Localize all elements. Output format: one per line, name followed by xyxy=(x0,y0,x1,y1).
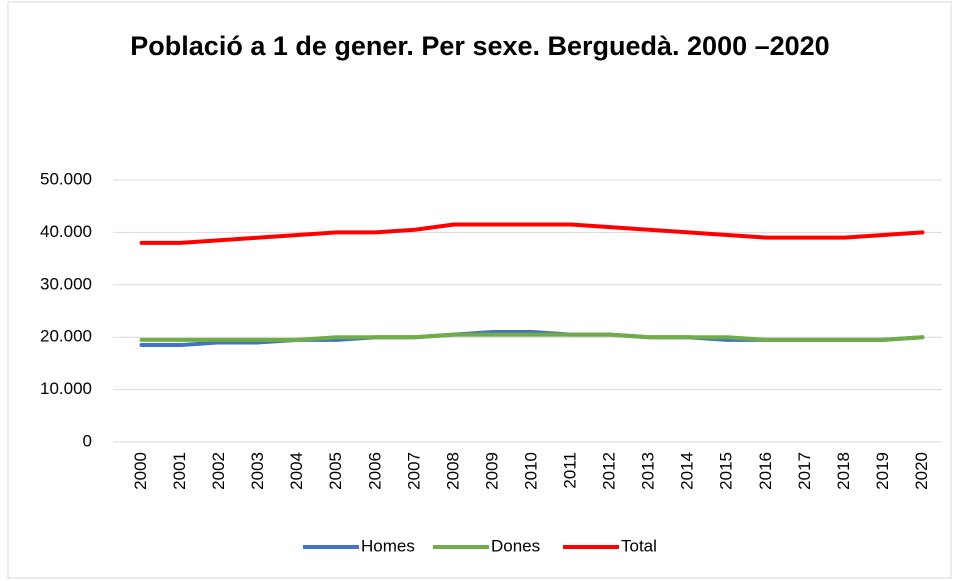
x-tick-label: 2016 xyxy=(756,452,775,490)
x-tick-label: 2000 xyxy=(131,452,150,490)
y-tick-label: 40.000 xyxy=(40,222,92,241)
x-tick-label: 2014 xyxy=(678,452,697,490)
y-tick-label: 20.000 xyxy=(40,327,92,346)
x-tick-label: 2009 xyxy=(482,452,501,490)
y-tick-label: 0 xyxy=(83,431,92,450)
y-tick-label: 10.000 xyxy=(40,379,92,398)
legend-label: Homes xyxy=(361,536,415,555)
x-tick-label: 2018 xyxy=(834,452,853,490)
x-tick-label: 2006 xyxy=(365,452,384,490)
chart-border xyxy=(7,1,952,579)
x-tick-label: 2020 xyxy=(912,452,931,490)
x-tick-label: 2017 xyxy=(795,452,814,490)
legend-label: Total xyxy=(621,536,657,555)
x-tick-label: 2013 xyxy=(639,452,658,490)
x-tick-label: 2011 xyxy=(561,452,580,489)
y-tick-label: 50.000 xyxy=(40,169,92,188)
x-tick-label: 2001 xyxy=(170,452,189,490)
y-tick-label: 30.000 xyxy=(40,274,92,293)
chart-title: Població a 1 de gener. Per sexe. Bergued… xyxy=(130,31,830,61)
x-tick-label: 2019 xyxy=(873,452,892,490)
x-tick-label: 2005 xyxy=(326,452,345,490)
series-line xyxy=(139,332,925,342)
x-tick-label: 2015 xyxy=(717,452,736,490)
x-tick-label: 2008 xyxy=(443,452,462,490)
x-tick-label: 2012 xyxy=(600,452,619,490)
x-tick-label: 2010 xyxy=(521,452,540,490)
x-tick-label: 2007 xyxy=(404,452,423,490)
x-tick-label: 2003 xyxy=(248,452,267,490)
x-tick-label: 2002 xyxy=(209,452,228,490)
series-line xyxy=(139,222,925,245)
legend-label: Dones xyxy=(491,536,540,555)
x-tick-label: 2004 xyxy=(287,452,306,490)
